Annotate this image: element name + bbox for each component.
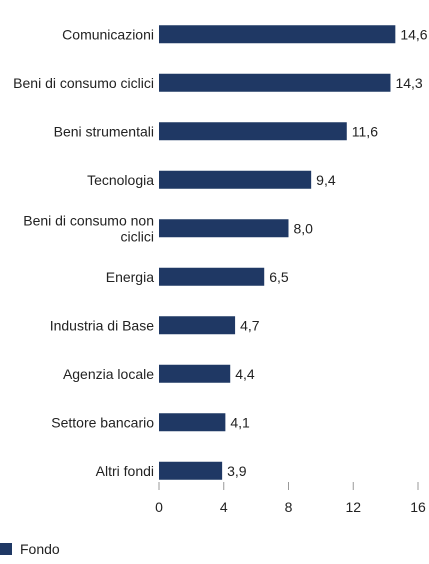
x-tick-label: 12 <box>345 499 361 515</box>
x-tick-label: 0 <box>155 499 163 515</box>
legend: Fondo <box>0 540 60 558</box>
value-label: 14,3 <box>395 75 422 91</box>
value-label: 8,0 <box>294 220 314 236</box>
category-labels: Comunicazioni Beni di consumo ciclici Beni… <box>13 26 154 479</box>
x-tick-label: 8 <box>285 499 293 515</box>
category-label: Tecnologia <box>87 172 154 188</box>
x-tick-label: 16 <box>410 499 426 515</box>
category-label: Beni strumentali <box>54 123 154 139</box>
legend-swatch <box>0 543 12 555</box>
bar <box>159 267 265 286</box>
bar <box>159 73 391 92</box>
bar <box>159 170 312 189</box>
value-label: 9,4 <box>316 172 336 188</box>
value-label: 4,1 <box>230 414 250 430</box>
bar <box>159 219 289 238</box>
x-axis: 0 4 8 12 16 <box>155 482 426 515</box>
legend-label: Fondo <box>20 541 60 557</box>
value-label: 6,5 <box>269 269 289 285</box>
value-label: 3,9 <box>227 463 247 479</box>
value-label: 14,6 <box>400 26 427 42</box>
category-label: Beni di consumo non ciclici <box>23 212 154 244</box>
category-label: Energia <box>106 269 154 285</box>
x-tick-label: 4 <box>220 499 228 515</box>
category-label: Beni di consumo ciclici <box>13 75 154 91</box>
bar <box>159 364 231 383</box>
category-label: Industria di Base <box>50 317 154 333</box>
bar <box>159 413 226 432</box>
category-label: Settore bancario <box>51 414 154 430</box>
bar <box>159 316 236 335</box>
bar <box>159 122 347 141</box>
value-label: 11,6 <box>352 123 378 139</box>
bar <box>159 461 223 480</box>
category-label: Comunicazioni <box>62 26 154 42</box>
bars-group <box>159 25 396 480</box>
value-label: 4,4 <box>235 366 255 382</box>
bar-chart: Comunicazioni Beni di consumo ciclici Beni… <box>13 25 428 515</box>
bar <box>159 25 396 44</box>
category-label: Agenzia locale <box>63 366 154 382</box>
value-label: 4,7 <box>240 317 260 333</box>
category-label: Altri fondi <box>96 463 154 479</box>
value-labels: 14,6 14,3 11,6 9,4 8,0 6,5 4,7 4,4 4,1 3,9 <box>227 26 428 479</box>
